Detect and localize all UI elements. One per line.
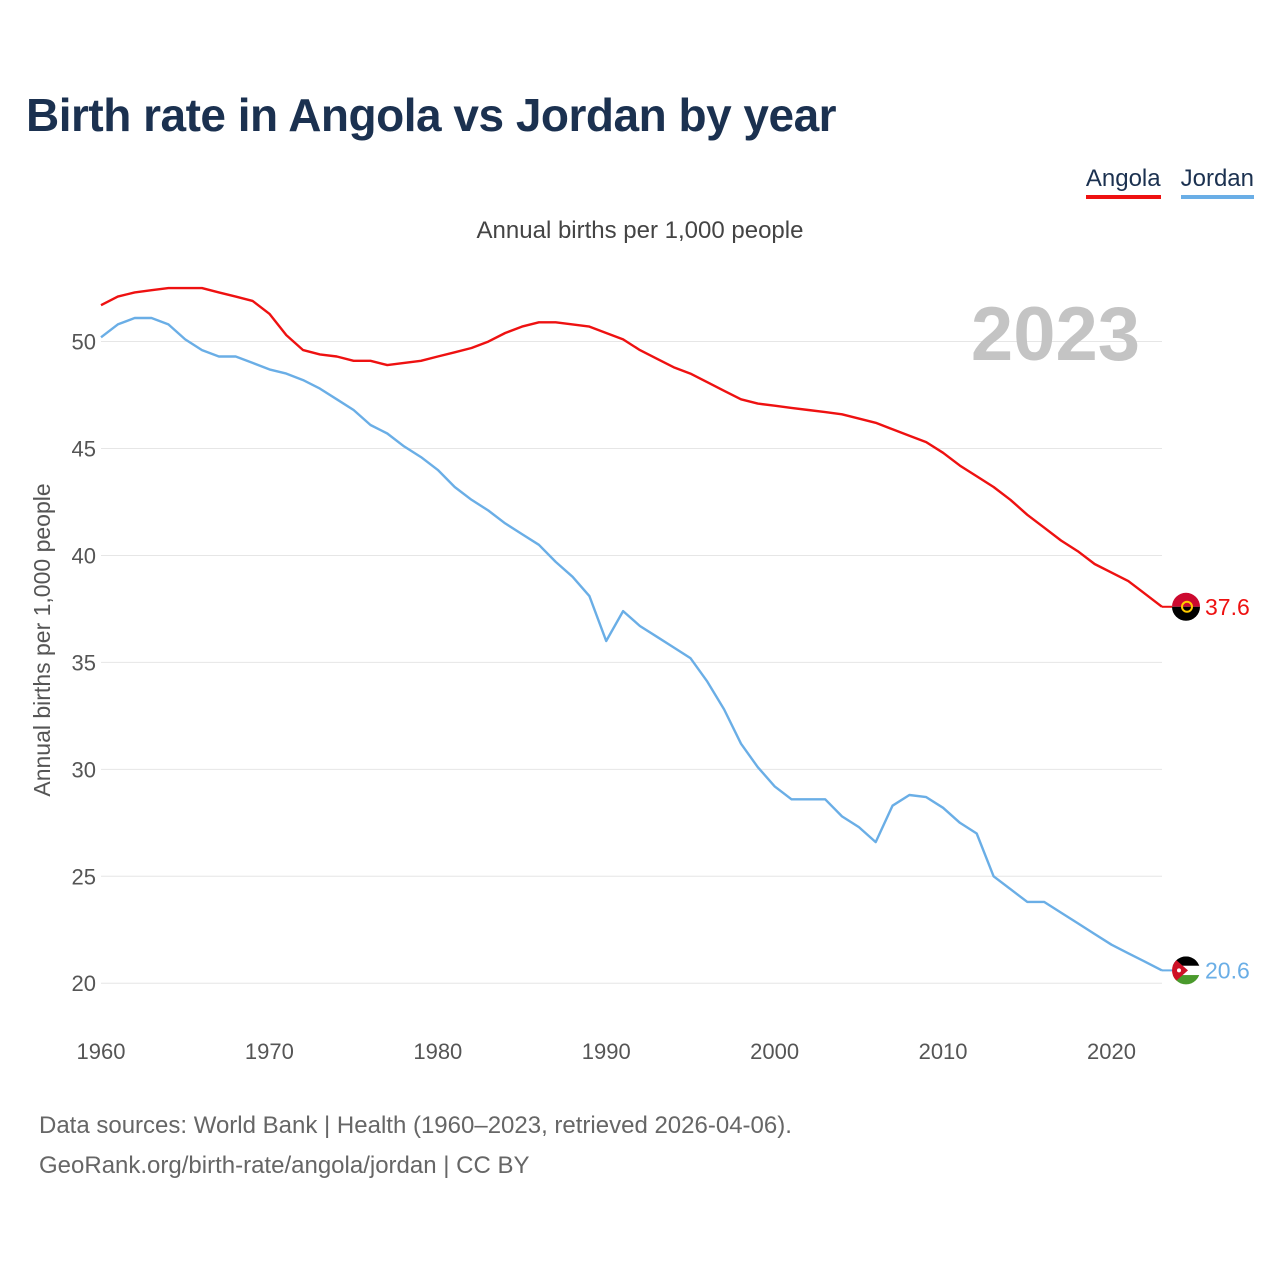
y-tick-label-40: 40 [72, 543, 96, 568]
angola-flag-icon [1172, 592, 1200, 621]
chart-title: Birth rate in Angola vs Jordan by year [26, 89, 837, 141]
x-tick-label-2020: 2020 [1087, 1039, 1136, 1064]
legend-item-jordan[interactable]: Jordan [1180, 165, 1254, 199]
x-tick-label-1970: 1970 [245, 1039, 294, 1064]
series-line-jordan [100, 316, 1163, 972]
year-label: 2023 [971, 292, 1140, 377]
y-tick-label-45: 45 [72, 437, 96, 462]
source-line-2[interactable]: GeoRank.org/birth-rate/angola/jordan | C… [39, 1152, 530, 1179]
x-tick-label-1980: 1980 [413, 1039, 462, 1064]
y-axis-label: Annual births per 1,000 people [29, 483, 55, 796]
x-tick-label-2000: 2000 [750, 1039, 799, 1064]
y-tick-label-30: 30 [72, 757, 96, 782]
legend: Angola Jordan [1085, 165, 1254, 199]
source-line-1: Data sources: World Bank | Health (1960–… [39, 1112, 792, 1139]
y-tick-label-25: 25 [72, 864, 96, 889]
y-tick-label-50: 50 [72, 330, 96, 355]
end-value-label-jordan: 20.6 [1205, 957, 1250, 983]
jordan-flag-icon [1172, 956, 1200, 985]
series-line-angola [100, 286, 1163, 608]
x-tick-label-1960: 1960 [77, 1039, 126, 1064]
legend-item-angola[interactable]: Angola [1085, 165, 1161, 199]
y-tick-label-35: 35 [72, 650, 96, 675]
x-tick-label-2010: 2010 [919, 1039, 968, 1064]
x-tick-label-1990: 1990 [582, 1039, 631, 1064]
source-note: Data sources: World Bank | Health (1960–… [39, 1106, 792, 1186]
chart-subtitle: Annual births per 1,000 people [476, 217, 804, 244]
end-value-label-angola: 37.6 [1205, 594, 1250, 620]
y-tick-label-20: 20 [72, 971, 96, 996]
